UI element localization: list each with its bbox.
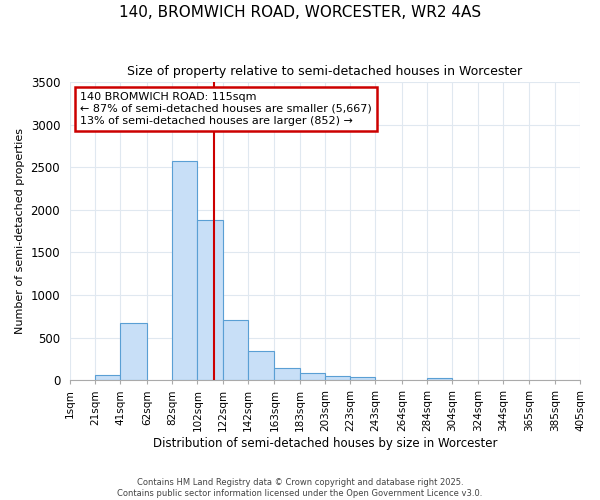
Text: Contains HM Land Registry data © Crown copyright and database right 2025.
Contai: Contains HM Land Registry data © Crown c… — [118, 478, 482, 498]
Bar — [95, 375, 121, 380]
Bar — [172, 161, 197, 380]
Bar — [223, 320, 248, 380]
Text: 140, BROMWICH ROAD, WORCESTER, WR2 4AS: 140, BROMWICH ROAD, WORCESTER, WR2 4AS — [119, 5, 481, 20]
Bar — [248, 352, 274, 380]
Y-axis label: Number of semi-detached properties: Number of semi-detached properties — [15, 128, 25, 334]
Bar — [350, 378, 376, 380]
Bar — [325, 376, 350, 380]
Text: 140 BROMWICH ROAD: 115sqm
← 87% of semi-detached houses are smaller (5,667)
13% : 140 BROMWICH ROAD: 115sqm ← 87% of semi-… — [80, 92, 372, 126]
Bar — [274, 368, 299, 380]
Bar — [427, 378, 452, 380]
Title: Size of property relative to semi-detached houses in Worcester: Size of property relative to semi-detach… — [127, 65, 523, 78]
Bar — [121, 323, 147, 380]
Bar — [197, 220, 223, 380]
Bar — [299, 372, 325, 380]
X-axis label: Distribution of semi-detached houses by size in Worcester: Distribution of semi-detached houses by … — [153, 437, 497, 450]
